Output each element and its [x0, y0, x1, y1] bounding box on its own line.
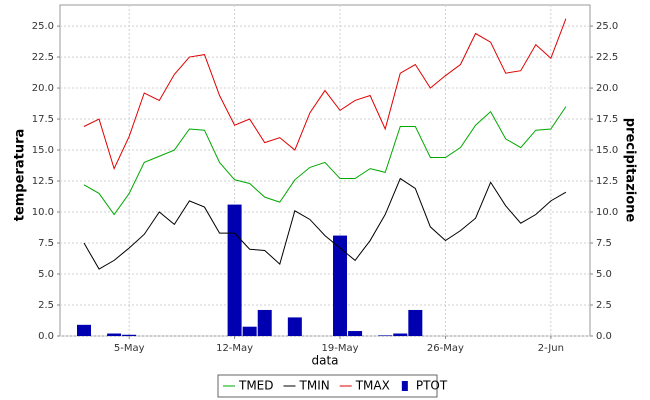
y2-tick-label: 20.0 — [596, 83, 618, 94]
y2-tick-label: 15.0 — [596, 145, 618, 156]
bar — [107, 333, 122, 336]
bar — [287, 317, 302, 336]
y-tick-label: 10.0 — [32, 207, 54, 218]
bar — [348, 331, 363, 336]
bar — [393, 333, 408, 336]
x-tick-label: 5-May — [114, 343, 145, 354]
legend-label: PTOT — [416, 379, 448, 393]
y2-axis-label: precipitazione — [623, 118, 638, 223]
legend-label: TMIN — [299, 379, 330, 393]
y-tick-label: 12.5 — [32, 176, 54, 187]
y-tick-label: 20.0 — [32, 83, 54, 94]
y2-tick-label: 7.5 — [596, 238, 612, 249]
y-tick-label: 0.0 — [38, 331, 54, 342]
y2-tick-label: 10.0 — [596, 207, 618, 218]
y-tick-label: 25.0 — [32, 21, 54, 32]
y-tick-label: 22.5 — [32, 52, 54, 63]
legend — [217, 374, 438, 398]
x-axis-label: data — [311, 354, 338, 368]
y-tick-label: 15.0 — [32, 145, 54, 156]
y2-tick-label: 5.0 — [596, 269, 612, 280]
legend-label: TMAX — [355, 379, 390, 393]
y2-tick-label: 22.5 — [596, 52, 618, 63]
y-tick-label: 17.5 — [32, 114, 54, 125]
bar — [242, 326, 257, 336]
bar — [77, 324, 91, 336]
bar — [227, 204, 242, 336]
bar — [408, 309, 423, 336]
x-tick-label: 26-May — [427, 343, 464, 354]
y-axis-label: temperatura — [13, 129, 28, 222]
x-tick-label: 2-Jun — [538, 343, 564, 354]
y2-tick-label: 25.0 — [596, 21, 618, 32]
y2-tick-label: 0.0 — [596, 331, 612, 342]
plot-area — [59, 4, 591, 337]
x-tick-label: 19-May — [322, 343, 359, 354]
line — [83, 177, 567, 270]
line — [83, 106, 567, 216]
legend-label: TMED — [238, 379, 274, 393]
legend-swatch — [401, 381, 408, 391]
x-tick-label: 12-May — [216, 343, 253, 354]
y-tick-label: 5.0 — [38, 269, 54, 280]
bar — [257, 309, 272, 336]
y2-tick-label: 2.5 — [596, 300, 612, 311]
y2-tick-label: 17.5 — [596, 114, 618, 125]
bar — [333, 235, 348, 336]
bar — [378, 335, 393, 336]
bar — [122, 334, 137, 336]
y-tick-label: 2.5 — [38, 300, 54, 311]
y2-tick-label: 12.5 — [596, 176, 618, 187]
line — [83, 18, 567, 171]
y-tick-label: 7.5 — [38, 238, 54, 249]
